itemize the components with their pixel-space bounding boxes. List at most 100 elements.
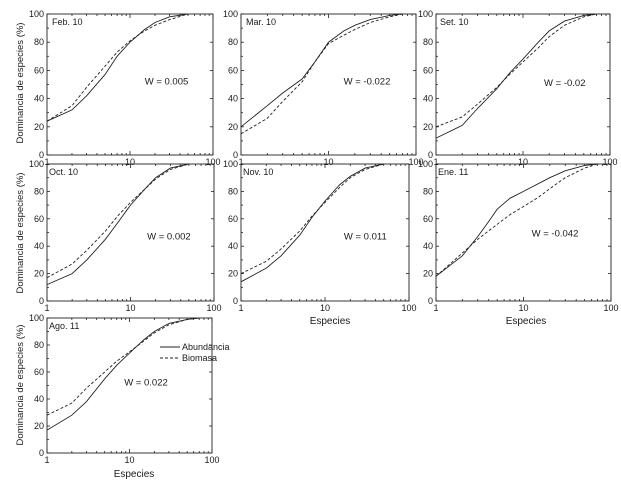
y-tick-label: 0 (233, 296, 238, 306)
y-tick-label: 80 (228, 37, 238, 47)
series-line-abundancia (240, 163, 384, 283)
series-line-biomasa (46, 317, 200, 416)
y-tick-label: 20 (34, 421, 44, 431)
x-tick-label: 10 (320, 303, 330, 313)
x-tick-label: 10 (518, 157, 528, 167)
x-axis-title-panel-7: Especies (114, 469, 155, 480)
y-tick-label: 40 (423, 94, 433, 104)
panel-label: Mar. 10 (246, 17, 276, 27)
y-tick-label: 100 (29, 313, 44, 323)
x-tick-label: 1 (433, 157, 438, 167)
y-tick-label: 60 (228, 65, 238, 75)
y-tick-label: 60 (34, 214, 44, 224)
y-tick-label: 100 (29, 159, 44, 169)
y-tick-label: 100 (223, 9, 238, 19)
series-line-abundancia (240, 13, 403, 128)
x-tick-label: 1 (238, 157, 243, 167)
y-tick-label: 0 (39, 150, 44, 160)
y-tick-label: 20 (423, 269, 433, 279)
y-tick-label: 0 (233, 150, 238, 160)
series-line-biomasa (240, 13, 403, 135)
w-statistic-label: W = 0.002 (147, 231, 191, 242)
x-tick-label: 100 (206, 303, 221, 313)
series-line-biomasa (46, 163, 190, 279)
y-tick-label: 60 (34, 367, 44, 377)
series-line-abundancia (435, 163, 598, 277)
y-tick-label: 0 (428, 296, 433, 306)
y-tick-label: 40 (34, 241, 44, 251)
y-tick-label: 60 (423, 65, 433, 75)
y-axis-title-row1: Dominancia de especies (%) (15, 23, 26, 144)
y-tick-label: 80 (423, 37, 433, 47)
panel-label: Oct. 10 (49, 167, 78, 177)
x-tick-label: 100 (603, 303, 618, 313)
y-tick-label: 60 (423, 214, 433, 224)
legend-abundance-label: Abundancia (182, 342, 230, 352)
y-tick-label: 60 (34, 65, 44, 75)
panel-label: Nov. 10 (243, 167, 273, 177)
y-tick-label: 40 (423, 241, 433, 251)
series-line-biomasa (435, 163, 598, 277)
panel-label: Set. 10 (440, 17, 469, 27)
y-axis-title-row3: Dominancia de especies (%) (15, 325, 26, 446)
y-axis-title-row2: Dominancia de especies (%) (15, 173, 26, 294)
y-tick-label: 0 (39, 296, 44, 306)
y-tick-label: 40 (34, 94, 44, 104)
series-line-biomasa (240, 163, 384, 275)
x-axis-title-panel-5: Especies (310, 316, 351, 327)
x-tick-label: 1 (238, 303, 243, 313)
y-tick-label: 20 (34, 269, 44, 279)
series-line-biomasa (435, 13, 597, 128)
panel-7: 0 20 40 60 80 100 1 10 100 Ago. 11 W = 0.022 (29, 313, 220, 465)
x-axis-title-panel-6: Especies (506, 316, 547, 327)
legend-biomass-label: Biomasa (182, 353, 217, 363)
y-tick-label: 20 (423, 122, 433, 132)
y-tick-label: 80 (423, 186, 433, 196)
y-tick-label: 40 (34, 394, 44, 404)
w-statistic-label: W = -0.042 (532, 229, 579, 240)
legend: Abundancia Biomasa (160, 342, 230, 363)
y-tick-label: 40 (228, 94, 238, 104)
x-tick-label: 10 (125, 303, 135, 313)
y-tick-label: 40 (228, 241, 238, 251)
plot-frame (435, 163, 612, 302)
panel-label: Ene. 11 (438, 167, 468, 177)
y-tick-label: 100 (223, 159, 238, 169)
x-tick-label: 1 (44, 157, 49, 167)
series-line-abundancia (46, 317, 200, 431)
x-tick-label: 1 (44, 455, 49, 465)
y-tick-label: 20 (228, 269, 238, 279)
y-tick-label: 20 (34, 122, 44, 132)
y-tick-label: 0 (39, 448, 44, 458)
x-tick-label: 1 (433, 303, 438, 313)
y-tick-label: 80 (34, 340, 44, 350)
y-tick-label: 80 (34, 37, 44, 47)
x-tick-label: 100 (602, 157, 617, 167)
w-statistic-label: W = 0.005 (145, 77, 189, 88)
x-tick-label: 1 (44, 303, 49, 313)
w-statistic-label: W = -0.022 (344, 77, 391, 88)
y-tick-label: 100 (29, 9, 44, 19)
series-line-abundancia (435, 13, 597, 139)
x-tick-label: 10 (124, 455, 134, 465)
y-tick-label: 100 (418, 159, 433, 169)
w-statistic-label: W = 0.022 (124, 378, 168, 389)
series-line-abundancia (46, 13, 189, 122)
y-tick-label: 80 (34, 186, 44, 196)
x-tick-label: 10 (518, 303, 528, 313)
y-tick-label: 0 (428, 150, 433, 160)
x-tick-label: 10 (323, 157, 333, 167)
panel-label: Ago. 11 (49, 321, 79, 331)
x-tick-label: 10 (125, 157, 135, 167)
x-tick-label: 100 (408, 157, 423, 167)
series-line-abundancia (46, 163, 189, 286)
y-tick-label: 80 (228, 186, 238, 196)
x-tick-label: 100 (204, 455, 219, 465)
